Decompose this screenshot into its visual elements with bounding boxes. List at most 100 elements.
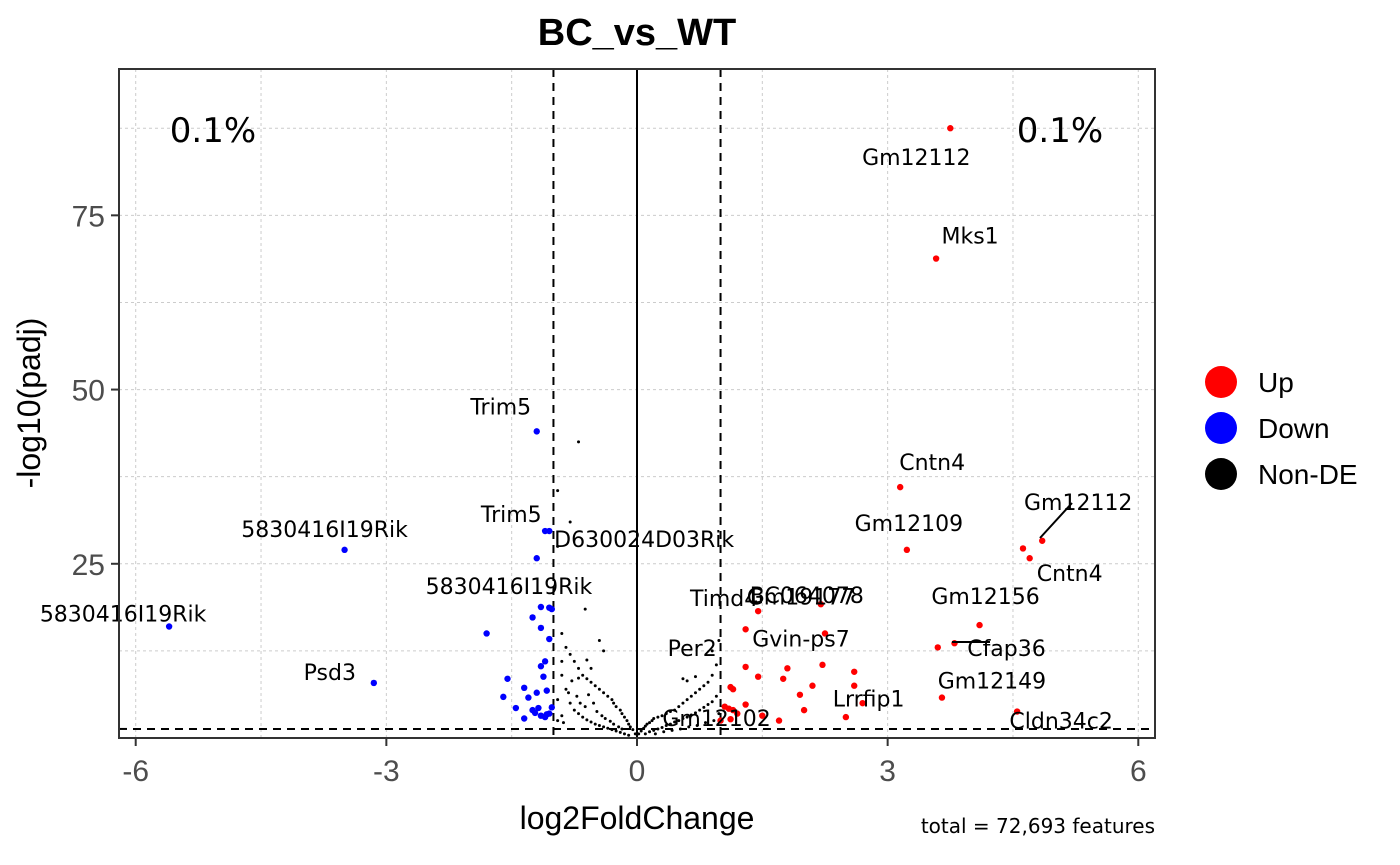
point-up	[859, 699, 866, 707]
point-non-de	[673, 708, 677, 712]
point-non-de	[693, 675, 697, 679]
gene-label: Cldn34c2	[1009, 710, 1112, 735]
legend-label: Non-DE	[1258, 459, 1358, 490]
point-up	[1039, 537, 1046, 544]
point-non-de	[608, 719, 612, 723]
point-up	[938, 694, 946, 701]
point-non-de	[652, 728, 656, 732]
point-up	[976, 621, 983, 629]
point-non-de	[560, 714, 564, 718]
point-non-de	[585, 677, 589, 681]
point-non-de	[575, 694, 579, 698]
point-non-de	[714, 694, 718, 698]
point-up	[819, 661, 826, 669]
gene-label: Gm12112	[1024, 491, 1132, 516]
gene-label: Gm12156	[931, 585, 1039, 610]
point-non-de	[656, 715, 660, 719]
caption: total = 72,693 features	[921, 814, 1155, 838]
data-points	[165, 125, 1046, 737]
point-down	[546, 635, 553, 643]
point-non-de	[668, 722, 672, 726]
point-non-de	[714, 663, 718, 667]
point-non-de	[631, 728, 635, 732]
point-non-de	[650, 719, 654, 723]
point-non-de	[620, 727, 624, 731]
threshold-lines	[119, 69, 1155, 738]
point-down	[500, 693, 507, 701]
point-non-de	[570, 679, 574, 683]
up-percent-label: 0.1%	[1017, 111, 1103, 151]
point-up	[742, 626, 749, 633]
point-non-de	[704, 721, 708, 725]
point-up	[1019, 545, 1027, 552]
point-non-de	[685, 698, 689, 702]
gene-label: Gm12109	[855, 512, 963, 537]
point-down	[521, 684, 528, 692]
point-non-de	[610, 728, 614, 732]
gene-label: Lrrfip1	[833, 688, 905, 713]
point-non-de	[653, 732, 657, 736]
point-up	[729, 686, 737, 693]
point-non-de	[627, 733, 631, 737]
y-tick-label: 75	[72, 200, 105, 233]
point-non-de	[602, 649, 606, 653]
point-up	[817, 601, 825, 608]
point-non-de	[648, 721, 652, 725]
point-down	[543, 711, 550, 718]
point-non-de	[717, 712, 721, 716]
point-non-de	[606, 694, 610, 698]
legend: Up Down Non-DE	[1205, 366, 1358, 490]
y-tick-label: 25	[72, 549, 105, 582]
point-up	[759, 712, 766, 719]
point-non-de	[622, 715, 626, 719]
point-non-de	[695, 723, 699, 727]
point-non-de	[627, 722, 631, 726]
point-up	[947, 125, 954, 132]
point-non-de	[628, 725, 632, 729]
point-up	[742, 663, 749, 671]
point-non-de	[660, 714, 664, 718]
point-non-de	[583, 607, 587, 611]
point-up	[896, 483, 904, 491]
point-down	[531, 709, 539, 717]
point-down	[540, 673, 547, 680]
point-non-de	[664, 723, 668, 727]
gene-label: Cfap36	[967, 637, 1046, 662]
point-non-de	[643, 732, 647, 736]
point-non-de	[668, 710, 672, 714]
point-down	[537, 663, 545, 670]
point-up	[780, 675, 787, 682]
point-up	[784, 665, 791, 672]
point-up	[809, 682, 816, 689]
point-down	[541, 658, 549, 665]
point-up	[727, 715, 734, 723]
gene-label: D630024D03Rik	[554, 528, 734, 553]
point-non-de	[637, 732, 641, 736]
point-down	[533, 555, 540, 562]
point-non-de	[620, 712, 624, 716]
point-non-de	[689, 713, 693, 717]
x-tick-label: 3	[879, 755, 896, 788]
point-non-de	[561, 721, 565, 725]
point-non-de	[589, 720, 593, 724]
point-non-de	[602, 725, 606, 729]
point-non-de	[577, 676, 581, 680]
point-non-de	[593, 684, 597, 688]
point-non-de	[618, 730, 622, 734]
point-up	[775, 717, 783, 724]
point-up	[796, 691, 804, 698]
point-non-de	[568, 701, 572, 705]
point-up	[851, 682, 858, 689]
point-non-de	[595, 710, 599, 714]
point-non-de	[612, 701, 616, 705]
point-non-de	[556, 489, 560, 493]
point-down	[341, 546, 348, 554]
gene-label: Psd3	[304, 661, 356, 686]
gene-label: BC064078	[750, 584, 864, 609]
gene-label: Trim5	[480, 503, 542, 528]
x-tick-label: -6	[122, 755, 149, 788]
point-non-de	[560, 659, 564, 663]
point-non-de	[656, 727, 660, 731]
point-non-de	[642, 726, 646, 730]
